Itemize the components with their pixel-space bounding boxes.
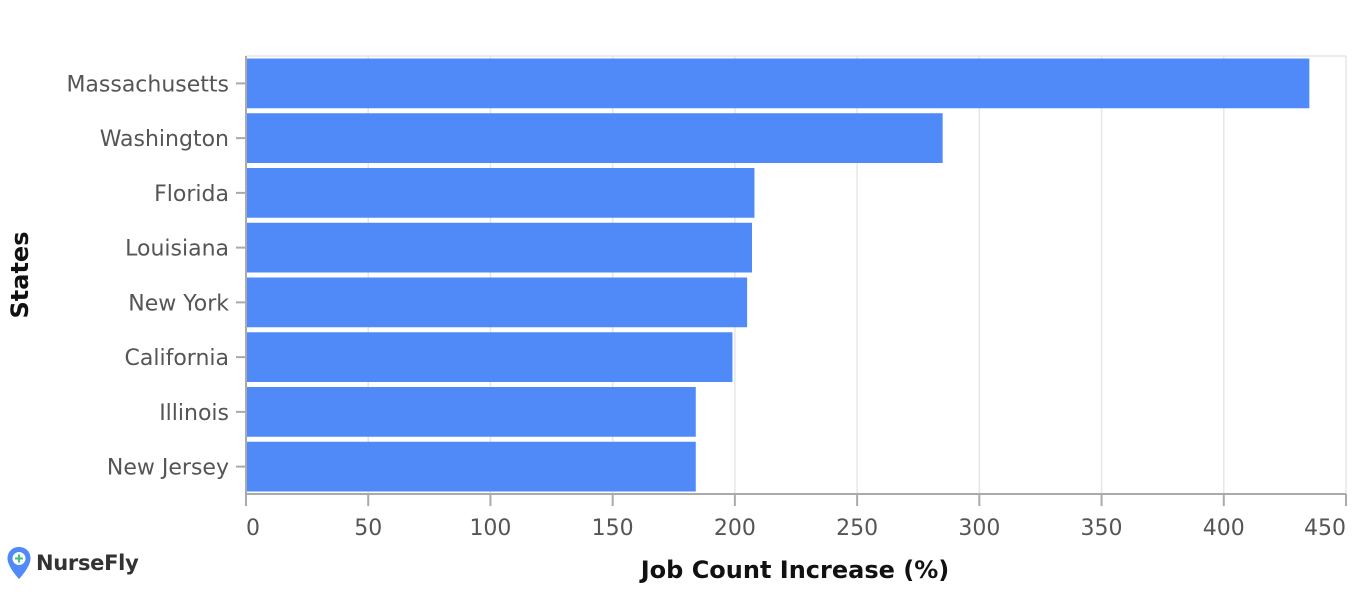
x-tick-label: 400 <box>1203 516 1245 541</box>
y-tick-label: California <box>125 346 229 371</box>
bar-california <box>246 332 733 382</box>
y-tick-label: Florida <box>154 182 229 207</box>
bar-louisiana <box>246 222 752 273</box>
x-axis: 0 50 100 150 200 250 300 350 400 450 <box>245 493 1347 541</box>
map-pin-plus-icon <box>7 547 31 579</box>
nursefly-logo: NurseFly <box>6 546 139 580</box>
y-tick-label: Illinois <box>159 401 229 426</box>
bar-new-jersey <box>246 441 696 492</box>
x-tick-label: 350 <box>1081 516 1123 541</box>
x-tick-label: 300 <box>958 516 1000 541</box>
bar-washington <box>246 113 943 163</box>
y-tick-label: Louisiana <box>125 237 229 262</box>
brand-name: NurseFly <box>36 551 139 575</box>
y-tick-label: New Jersey <box>107 456 229 481</box>
x-tick-label: 450 <box>1304 516 1346 541</box>
bar-illinois <box>246 387 696 437</box>
x-tick-label: 100 <box>469 516 511 541</box>
y-axis: Massachusetts Washington Florida Louisiana N… <box>66 56 247 494</box>
bar-massachusetts <box>246 58 1310 109</box>
y-axis-title: States <box>6 232 34 319</box>
y-tick-label: Massachusetts <box>66 72 229 97</box>
x-axis-title: Job Count Increase (%) <box>639 556 950 584</box>
x-tick-label: 50 <box>354 516 382 541</box>
bars <box>246 58 1310 492</box>
bar-new-york <box>246 277 748 328</box>
bar-florida <box>246 168 755 218</box>
x-tick-label: 200 <box>714 516 756 541</box>
y-tick-label: Washington <box>100 127 229 152</box>
x-tick-label: 150 <box>592 516 634 541</box>
x-tick-label: 250 <box>836 516 878 541</box>
y-tick-label: New York <box>128 291 229 316</box>
x-tick-label: 0 <box>246 516 260 541</box>
